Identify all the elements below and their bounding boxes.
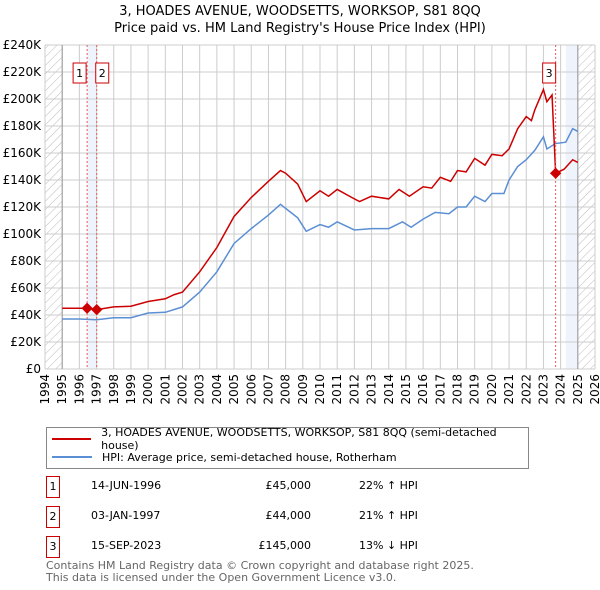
x-tick-label: 1997 bbox=[90, 374, 104, 405]
y-tick-label: £240K bbox=[3, 38, 43, 52]
y-tick-label: £100K bbox=[3, 227, 43, 241]
sale-label-box bbox=[542, 62, 557, 84]
x-tick-label: 2016 bbox=[416, 374, 430, 405]
transaction-price: £44,000 bbox=[265, 509, 312, 522]
transaction-price: £45,000 bbox=[265, 479, 312, 492]
price-chart: 1994 1995 1996 1997 1998 1999 2000 2001 2002 2003… bbox=[3, 38, 600, 405]
x-tick-label: 2019 bbox=[468, 374, 482, 405]
sale-label: 1 bbox=[76, 67, 83, 80]
x-tick-label: 2002 bbox=[176, 374, 190, 405]
y-tick-label: £0 bbox=[26, 362, 41, 376]
x-tick-label: 2026 bbox=[588, 374, 600, 405]
x-tick-label: 2001 bbox=[158, 374, 172, 405]
legend-item-hpi: HPI: Average price, semi-detached house,… bbox=[52, 449, 397, 465]
y-tick-label: £200K bbox=[3, 92, 43, 106]
x-tick-label: 2007 bbox=[261, 374, 275, 405]
legend-swatch-red bbox=[52, 438, 92, 440]
sale-label-box bbox=[95, 62, 110, 84]
x-tick-label: 2014 bbox=[382, 374, 396, 405]
transaction-hpi: 22% ↑ HPI bbox=[359, 479, 418, 492]
transaction-hpi: 13% ↓ HPI bbox=[359, 539, 418, 552]
hpi-line bbox=[62, 127, 579, 321]
y-tick-label: £160K bbox=[3, 146, 43, 160]
footer-copyright: Contains HM Land Registry data © Crown c… bbox=[46, 559, 474, 572]
y-tick-label: £180K bbox=[3, 119, 43, 133]
transaction-date: 14-JUN-1996 bbox=[91, 479, 162, 492]
sale-marker bbox=[549, 167, 562, 179]
transaction-marker: 3 bbox=[46, 536, 60, 558]
footer: Contains HM Land Registry data © Crown c… bbox=[46, 560, 474, 584]
x-tick-label: 2022 bbox=[519, 374, 533, 405]
chart-subtitle: Price paid vs. HM Land Registry's House … bbox=[114, 21, 486, 36]
y-tick-label: £20K bbox=[10, 335, 42, 349]
x-tick-label: 2020 bbox=[485, 374, 499, 405]
legend-item-property: 3, HOADES AVENUE, WOODSETTS, WORKSOP, S8… bbox=[52, 426, 528, 452]
x-tick-label: 2018 bbox=[451, 374, 465, 405]
x-tick-label: 2003 bbox=[193, 374, 207, 405]
chart-title: 3, HOADES AVENUE, WOODSETTS, WORKSOP, S8… bbox=[119, 4, 481, 19]
transaction-date: 15-SEP-2023 bbox=[91, 539, 162, 552]
x-tick-label: 2010 bbox=[313, 374, 327, 405]
x-tick-label: 2017 bbox=[433, 374, 447, 405]
x-tick-label: 2015 bbox=[399, 374, 413, 405]
y-tick-label: £80K bbox=[10, 254, 42, 268]
x-tick-label: 2004 bbox=[210, 374, 224, 405]
x-tick-label: 2000 bbox=[141, 374, 155, 405]
x-tick-label: 2009 bbox=[296, 374, 310, 405]
x-tick-label: 2024 bbox=[554, 374, 568, 405]
x-tick-label: 1999 bbox=[124, 374, 138, 405]
x-tick-label: 1995 bbox=[55, 374, 69, 405]
y-tick-label: £140K bbox=[3, 173, 43, 187]
transaction-date: 03-JAN-1997 bbox=[91, 509, 161, 522]
x-tick-label: 1998 bbox=[107, 374, 121, 405]
x-tick-label: 2005 bbox=[227, 374, 241, 405]
y-tick-label: £40K bbox=[10, 308, 42, 322]
legend-swatch-blue bbox=[52, 456, 92, 458]
legend-label: 3, HOADES AVENUE, WOODSETTS, WORKSOP, S8… bbox=[101, 426, 497, 452]
x-tick-label: 1994 bbox=[38, 374, 52, 405]
x-tick-label: 2025 bbox=[571, 374, 585, 405]
transaction-marker: 1 bbox=[46, 476, 60, 498]
x-tick-label: 2023 bbox=[536, 374, 550, 405]
x-tick-label: 2012 bbox=[347, 374, 361, 405]
x-tick-label: 2011 bbox=[330, 374, 344, 405]
x-tick-label: 1996 bbox=[72, 374, 86, 405]
transaction-price: £145,000 bbox=[258, 539, 312, 552]
x-tick-label: 2021 bbox=[502, 374, 516, 405]
x-tick-label: 2006 bbox=[244, 374, 258, 405]
y-tick-label: £220K bbox=[3, 65, 43, 79]
legend: 3, HOADES AVENUE, WOODSETTS, WORKSOP, S8… bbox=[46, 426, 529, 469]
footer-licence: This data is licensed under the Open Gov… bbox=[46, 571, 397, 584]
y-tick-label: £120K bbox=[3, 200, 43, 214]
transaction-hpi: 21% ↑ HPI bbox=[359, 509, 418, 522]
sale-label: 3 bbox=[546, 67, 553, 80]
sale-label-box bbox=[72, 62, 87, 84]
legend-label: HPI: Average price, semi-detached house,… bbox=[102, 450, 397, 464]
y-tick-label: £60K bbox=[10, 281, 42, 295]
transaction-marker: 2 bbox=[46, 506, 60, 528]
x-tick-label: 2013 bbox=[365, 374, 379, 405]
property-price-line bbox=[62, 87, 579, 311]
x-tick-label: 2008 bbox=[279, 374, 293, 405]
sale-label: 2 bbox=[99, 67, 106, 80]
